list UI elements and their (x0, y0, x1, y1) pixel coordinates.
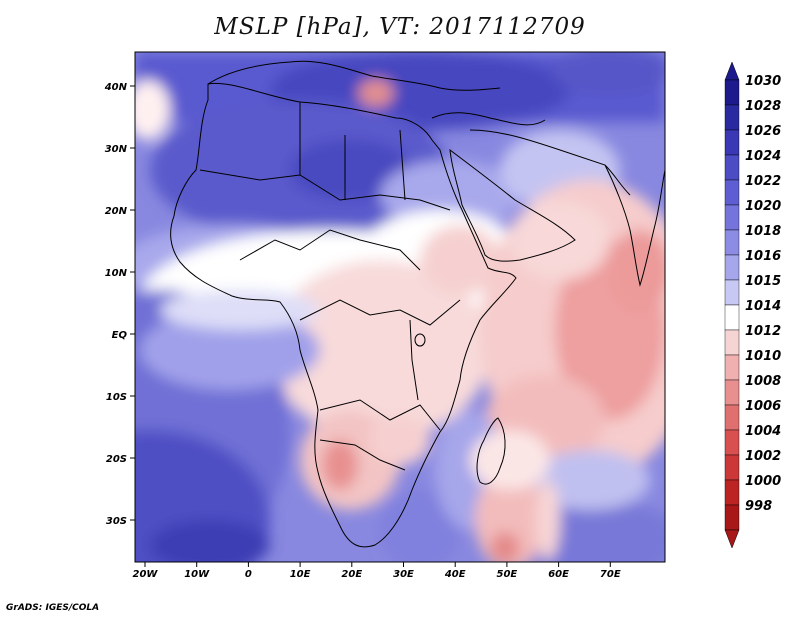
lat-label: 30S (106, 516, 127, 527)
lat-label: 20N (105, 206, 128, 217)
map-frame (134, 51, 666, 563)
lat-label: 40N (104, 82, 128, 93)
colorbar-swatch (724, 404, 740, 431)
colorbar-label: 1010 (745, 349, 781, 364)
border-sahel (199, 169, 451, 211)
lon-label: 0 (245, 569, 252, 580)
colorbar-label: 1008 (745, 374, 781, 389)
colorbar-label: 1000 (745, 474, 781, 489)
lon-label: 10E (290, 569, 311, 580)
latitude-axis: 40N 30N 20N 10N EQ 10S 20S 30S (104, 82, 135, 527)
lon-label: 40E (444, 569, 466, 580)
lake-victoria (414, 333, 426, 347)
border-central (299, 299, 461, 326)
colorbar-swatch (724, 179, 740, 206)
colorbar-label: 998 (745, 499, 772, 514)
lon-label: 20W (133, 569, 159, 580)
lat-label: 20S (106, 454, 127, 465)
colorbar-swatch (724, 79, 740, 106)
border-north (299, 102, 406, 201)
lon-label: 20E (341, 569, 362, 580)
lat-label: 10N (105, 268, 128, 279)
border-west (239, 229, 421, 271)
colorbar-label: 1024 (745, 149, 781, 164)
iran-coastline (469, 129, 631, 196)
lon-label: 30E (393, 569, 414, 580)
colorbar-swatch (724, 154, 740, 181)
colorbar-swatch (724, 479, 740, 506)
colorbar-label: 1016 (745, 249, 781, 264)
colorbar-label: 1020 (745, 199, 781, 214)
colorbar-swatch (724, 129, 740, 156)
colorbar-bottom-cap (724, 529, 740, 549)
colorbar-label: 1012 (745, 324, 781, 339)
colorbar-label: 1022 (745, 174, 781, 189)
lat-label: 10S (106, 392, 127, 403)
colorbar: 1030 1028 1026 1024 1022 1020 1018 1016 1015 1014… (724, 61, 781, 549)
border-south-central (319, 399, 441, 431)
india-coastline (604, 164, 665, 287)
colorbar-label: 1028 (745, 99, 781, 114)
pressure-field (135, 52, 665, 562)
colorbar-label: 1018 (745, 224, 781, 239)
lon-label: 60E (548, 569, 569, 580)
arabia-coastline (449, 148, 576, 262)
colorbar-swatch (724, 329, 740, 356)
lon-label: 70E (600, 569, 621, 580)
chart-title: MSLP [hPa], VT: 2017112709 (214, 14, 586, 40)
colorbar-swatch (724, 429, 740, 456)
colorbar-swatch (724, 379, 740, 406)
colorbar-label: 1030 (745, 74, 781, 89)
lon-label: 50E (497, 569, 518, 580)
coastlines (170, 60, 665, 548)
colorbar-swatch (724, 229, 740, 256)
colorbar-swatch (724, 304, 740, 331)
colorbar-swatch (724, 279, 740, 306)
colorbar-swatch (724, 354, 740, 381)
turkey-coastline (431, 112, 546, 126)
colorbar-label: 1006 (745, 399, 781, 414)
great-lakes (409, 319, 419, 401)
colorbar-swatch (724, 204, 740, 231)
colorbar-swatch (724, 454, 740, 481)
lat-label: 30N (105, 144, 128, 155)
lon-label: 10W (184, 569, 210, 580)
border-south (319, 439, 406, 471)
colorbar-label: 1002 (745, 449, 781, 464)
colorbar-label: 1015 (745, 274, 781, 289)
colorbar-label: 1004 (745, 424, 781, 439)
colorbar-top-cap (724, 61, 740, 81)
colorbar-label: 1014 (745, 299, 781, 314)
madagascar-coastline (476, 417, 506, 485)
colorbar-label: 1026 (745, 124, 781, 139)
lat-label: EQ (112, 330, 128, 341)
grads-credit: GrADS: IGES/COLA (6, 603, 100, 613)
europe-coastline (207, 60, 501, 91)
colorbar-swatch (724, 504, 740, 531)
africa-coastline (170, 82, 517, 548)
colorbar-swatch (724, 254, 740, 281)
longitude-axis: 20W 10W 0 10E 20E 30E 40E 50E 60E 70E (133, 562, 621, 580)
colorbar-swatch (724, 104, 740, 131)
